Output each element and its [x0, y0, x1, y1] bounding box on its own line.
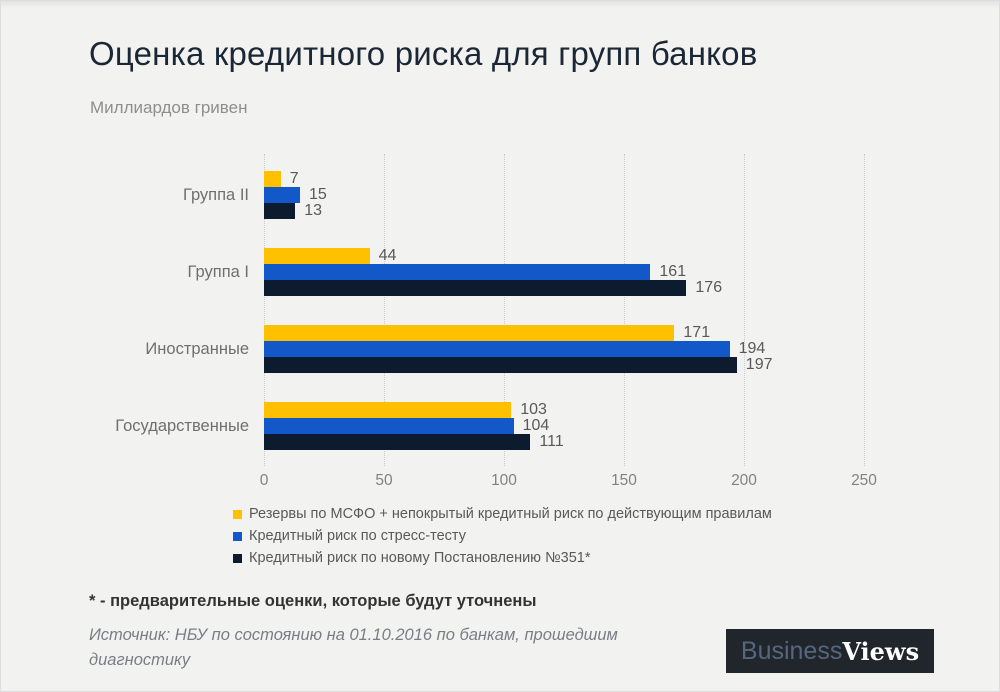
bar-value-label: 15 [309, 186, 327, 203]
bar-Иностранные-series-1 [264, 325, 675, 341]
gridline-x-200 [744, 154, 745, 466]
gridline-x-50 [384, 154, 385, 466]
gridline-x-100 [504, 154, 505, 466]
bar-value-label: 111 [539, 433, 564, 450]
bar-Группа I-series-1 [264, 248, 370, 264]
legend-item-3: Кредитный риск по новому Постановлению №… [233, 547, 772, 569]
x-tick-label-200: 200 [731, 472, 757, 489]
gridline-x-150 [624, 154, 625, 466]
businessviews-logo: Business Views [726, 629, 934, 673]
bar-Государственные-series-2 [264, 418, 514, 434]
x-tick-label-0: 0 [259, 472, 269, 489]
source-note: Источник: НБУ по состоянию на 01.10.2016… [89, 626, 618, 669]
bar-Государственные-series-3 [264, 434, 531, 450]
legend-item-label: Кредитный риск по стресс-тесту [249, 528, 466, 544]
gridline-x-250 [864, 154, 865, 466]
category-label-Государственные: Государственные [115, 416, 249, 435]
bar-value-label: 103 [520, 401, 547, 418]
bar-Группа I-series-2 [264, 264, 651, 280]
x-tick-label-250: 250 [851, 472, 877, 489]
footnote: * - предварительные оценки, которые буду… [89, 592, 537, 610]
chart-units-label: Миллиардов гривен [90, 98, 248, 117]
bar-value-label: 13 [304, 202, 322, 219]
logo-text-views: Views [842, 636, 920, 666]
bar-value-label: 161 [659, 263, 687, 280]
category-label-Группа I: Группа I [187, 262, 249, 281]
bar-Группа II-series-2 [264, 187, 300, 203]
bar-value-label: 194 [738, 340, 766, 357]
bar-value-label: 171 [683, 324, 711, 341]
logo-text-business: Business [740, 636, 843, 665]
bar-value-label: 7 [289, 170, 299, 187]
bar-Группа II-series-3 [264, 203, 296, 219]
bar-value-label: 197 [745, 356, 773, 373]
x-tick-label-150: 150 [611, 472, 637, 489]
legend-item-1: Резервы по МСФО + непокрытый кредитный р… [233, 503, 772, 525]
legend-swatch-icon [233, 553, 242, 563]
legend-item-label: Резервы по МСФО + непокрытый кредитный р… [249, 506, 772, 522]
legend-item-label: Кредитный риск по новому Постановлению №… [249, 550, 591, 566]
category-label-Иностранные: Иностранные [145, 339, 249, 358]
bar-value-label: 104 [522, 417, 550, 434]
legend-swatch-icon [233, 531, 242, 541]
bar-Иностранные-series-2 [264, 341, 730, 357]
x-tick-label-100: 100 [491, 472, 517, 489]
bar-Государственные-series-1 [264, 402, 512, 418]
bar-Иностранные-series-3 [264, 357, 737, 373]
category-label-Группа II: Группа II [182, 185, 249, 204]
bar-value-label: 44 [378, 247, 397, 264]
legend-item-2: Кредитный риск по стресс-тесту [233, 525, 772, 547]
x-tick-label-50: 50 [375, 472, 393, 489]
plot-area: 7 15 13 44 161 176 171 194 197 103 104 111 [264, 154, 865, 466]
legend-swatch-icon [233, 509, 242, 519]
legend: Резервы по МСФО + непокрытый кредитный р… [233, 503, 772, 569]
bar-Группа I-series-3 [264, 280, 687, 296]
bar-value-label: 176 [695, 279, 723, 296]
gridline-x-0 [264, 154, 265, 466]
bar-Группа II-series-1 [264, 171, 281, 187]
chart-title: Оценка кредитного риска для групп банков [89, 35, 758, 72]
